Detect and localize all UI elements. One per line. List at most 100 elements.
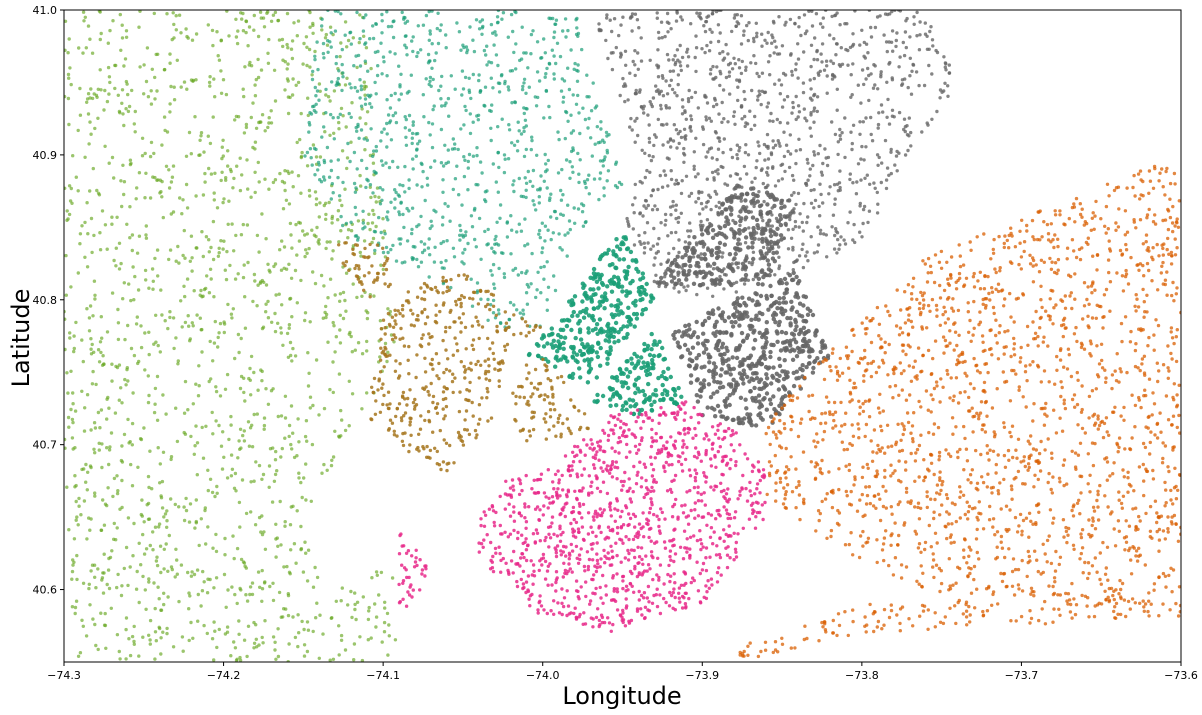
data-point xyxy=(523,244,527,248)
data-point xyxy=(709,119,713,123)
data-point xyxy=(66,96,71,101)
data-point xyxy=(162,68,167,72)
data-point xyxy=(652,279,656,284)
data-point xyxy=(524,188,528,192)
data-point xyxy=(365,316,370,321)
data-point xyxy=(92,447,96,451)
data-point xyxy=(641,214,645,218)
data-point xyxy=(608,18,612,22)
data-point xyxy=(367,609,371,613)
data-point xyxy=(730,355,735,360)
data-point xyxy=(654,251,659,255)
data-point xyxy=(330,80,334,84)
data-point xyxy=(441,215,445,219)
data-point xyxy=(557,345,562,351)
data-point xyxy=(539,265,543,270)
data-point xyxy=(750,215,756,220)
data-point xyxy=(122,123,126,128)
data-point xyxy=(830,225,834,229)
data-point xyxy=(545,298,549,302)
data-point xyxy=(305,63,309,68)
data-point xyxy=(156,343,160,348)
data-point xyxy=(266,299,270,304)
data-point xyxy=(385,74,389,78)
data-point xyxy=(782,130,786,134)
data-point xyxy=(496,125,500,129)
data-point xyxy=(184,27,188,31)
data-point xyxy=(706,315,712,321)
data-point xyxy=(741,265,746,270)
data-point xyxy=(244,511,249,516)
data-point xyxy=(405,91,410,95)
data-point xyxy=(805,220,809,225)
data-point xyxy=(329,197,333,201)
data-point xyxy=(757,399,762,404)
data-point xyxy=(655,207,660,212)
data-point xyxy=(291,346,295,351)
data-point xyxy=(808,78,812,82)
data-point xyxy=(371,161,376,165)
data-point xyxy=(675,11,679,15)
data-point xyxy=(794,149,798,153)
data-point xyxy=(175,58,179,62)
data-point xyxy=(129,346,134,351)
data-point xyxy=(330,182,334,186)
data-point xyxy=(780,395,786,400)
data-point xyxy=(229,169,233,174)
data-point xyxy=(731,377,736,382)
data-point xyxy=(361,221,365,225)
data-point xyxy=(581,224,586,228)
data-point xyxy=(784,20,788,24)
data-point xyxy=(595,398,600,404)
data-point xyxy=(397,64,401,68)
data-point xyxy=(276,321,280,325)
data-point xyxy=(660,36,664,40)
data-point xyxy=(190,570,194,574)
data-point xyxy=(685,347,691,352)
data-point xyxy=(318,613,322,617)
data-point xyxy=(649,402,654,408)
data-point xyxy=(105,247,109,251)
data-point xyxy=(668,69,672,74)
data-point xyxy=(676,82,680,87)
data-point xyxy=(151,530,155,534)
data-point xyxy=(65,485,69,489)
data-point xyxy=(178,196,182,200)
data-point xyxy=(662,169,666,173)
data-point xyxy=(105,446,109,450)
data-point xyxy=(552,72,556,76)
data-point xyxy=(668,205,673,209)
data-point xyxy=(757,89,761,93)
data-point xyxy=(189,234,194,238)
data-point xyxy=(120,584,124,588)
data-point xyxy=(794,117,798,122)
data-point xyxy=(751,277,755,282)
data-point xyxy=(545,66,549,71)
data-point xyxy=(485,44,489,48)
data-point xyxy=(666,30,670,34)
data-point xyxy=(405,53,409,57)
data-point xyxy=(700,341,706,346)
data-point xyxy=(539,174,543,178)
data-point xyxy=(756,393,762,398)
data-point xyxy=(188,594,192,598)
data-point xyxy=(595,331,600,336)
data-point xyxy=(280,239,284,243)
data-point xyxy=(380,198,384,202)
data-point xyxy=(246,260,250,265)
data-point xyxy=(795,295,801,300)
data-point xyxy=(251,101,255,105)
data-point xyxy=(469,214,474,218)
data-point xyxy=(930,72,934,76)
data-point xyxy=(287,423,292,428)
data-point xyxy=(790,69,794,74)
data-point xyxy=(572,206,576,210)
data-point xyxy=(782,358,787,363)
data-point xyxy=(755,34,759,39)
data-point xyxy=(777,356,782,361)
data-point xyxy=(362,239,367,243)
data-point xyxy=(584,220,588,224)
data-point xyxy=(858,204,862,208)
data-point xyxy=(429,219,433,223)
data-point xyxy=(717,281,722,286)
